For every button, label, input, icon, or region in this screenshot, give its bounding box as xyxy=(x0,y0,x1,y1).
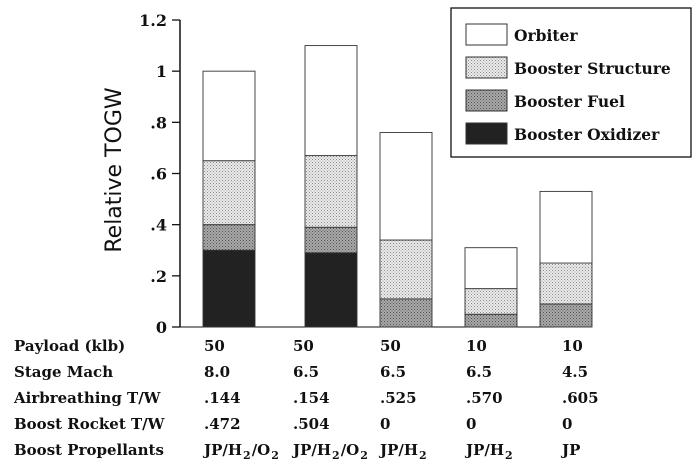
table-cell: 6.5 xyxy=(380,363,407,381)
table-cell: 10 xyxy=(466,337,487,355)
bar-segment-orbiter xyxy=(202,70,256,162)
y-tick-label: 1.2 xyxy=(139,11,167,30)
legend-label: Booster Structure xyxy=(514,59,671,78)
bar-segment-booster-fuel xyxy=(464,313,518,328)
y-tick-label: .8 xyxy=(150,113,167,132)
table-cell: .525 xyxy=(380,389,417,407)
table-row: Airbreathing T/W .144 .154 .525 .570 .605 xyxy=(0,389,696,411)
bars xyxy=(202,45,593,328)
table-cell: 50 xyxy=(380,337,401,355)
table-row: Boost Rocket T/W .472 .504 0 0 0 xyxy=(0,415,696,437)
table-cell: .570 xyxy=(466,389,503,407)
table-cell: 8.0 xyxy=(204,363,231,381)
bar-segment-orbiter xyxy=(379,132,433,241)
legend-swatch xyxy=(465,89,508,112)
table-row-label: Boost Propellants xyxy=(14,441,164,459)
bar-segment-booster-structure xyxy=(539,262,593,305)
legend-swatch xyxy=(465,56,508,79)
legend-swatch xyxy=(465,23,508,46)
table-cell: 6.5 xyxy=(293,363,320,381)
legend-label: Booster Oxidizer xyxy=(514,125,660,144)
table-cell: 0 xyxy=(562,415,573,433)
bar-segment-orbiter xyxy=(539,190,593,264)
table-cell: .154 xyxy=(293,389,330,407)
table-cell: .504 xyxy=(293,415,330,433)
y-tick-label: .2 xyxy=(150,267,167,286)
y-axis-label: Relative TOGW xyxy=(102,87,127,253)
y-ticks: 0 .2 .4 .6 .8 1 1.2 xyxy=(139,11,180,337)
bar-segment-booster-oxidizer xyxy=(202,249,256,328)
y-tick-label: .4 xyxy=(150,216,167,235)
table-cell: .144 xyxy=(204,389,241,407)
table-cell: JP/H2 xyxy=(466,441,513,462)
y-tick-label: .6 xyxy=(150,165,167,184)
bar-segment-booster-oxidizer xyxy=(304,252,358,328)
legend-label: Orbiter xyxy=(514,26,578,45)
bar-segment-booster-fuel xyxy=(539,303,593,328)
table-row: Stage Mach 8.0 6.5 6.5 6.5 4.5 xyxy=(0,363,696,385)
bar-segment-orbiter xyxy=(464,247,518,290)
table-cell: 50 xyxy=(204,337,225,355)
table-cell: 6.5 xyxy=(466,363,493,381)
table-cell: JP/H2/O2 xyxy=(293,441,368,462)
table-cell: .472 xyxy=(204,415,241,433)
legend-swatch xyxy=(465,122,508,145)
bar-segment-booster-fuel xyxy=(379,298,433,328)
stacked-bar-chart: Relative TOGW 0 .2 .4 .6 .8 1 1.2 Orbiter Boost… xyxy=(102,7,692,337)
bar-segment-booster-fuel xyxy=(304,226,358,254)
table-row-label: Payload (klb) xyxy=(14,337,126,355)
table-row-label: Stage Mach xyxy=(14,363,114,381)
table-cell: 50 xyxy=(293,337,314,355)
table-row: Boost Propellants JP/H2/O2 JP/H2/O2 JP/H2 JP… xyxy=(0,441,696,463)
table-cell: JP xyxy=(562,441,581,459)
legend-label: Booster Fuel xyxy=(514,92,625,111)
table-row-label: Boost Rocket T/W xyxy=(14,415,165,433)
y-tick-label: 0 xyxy=(156,318,167,337)
y-tick-label: 1 xyxy=(156,62,167,81)
legend: Orbiter Booster Structure Booster Fuel Boos… xyxy=(450,7,692,158)
table-cell: 0 xyxy=(380,415,391,433)
bar-segment-booster-structure xyxy=(202,160,256,226)
bar-segment-booster-structure xyxy=(464,288,518,315)
bar-segment-booster-structure xyxy=(379,239,433,300)
table-row: Payload (klb) 50 50 50 10 10 xyxy=(0,337,696,359)
table-cell: .605 xyxy=(562,389,599,407)
table-cell: 4.5 xyxy=(562,363,589,381)
bar-segment-booster-structure xyxy=(304,155,358,228)
table-cell: JP/H2 xyxy=(380,441,427,462)
table-cell: JP/H2/O2 xyxy=(204,441,279,462)
table-row-label: Airbreathing T/W xyxy=(14,389,161,407)
table-cell: 10 xyxy=(562,337,583,355)
table-cell: 0 xyxy=(466,415,477,433)
bar-segment-booster-fuel xyxy=(202,224,256,251)
bar-segment-orbiter xyxy=(304,45,358,157)
